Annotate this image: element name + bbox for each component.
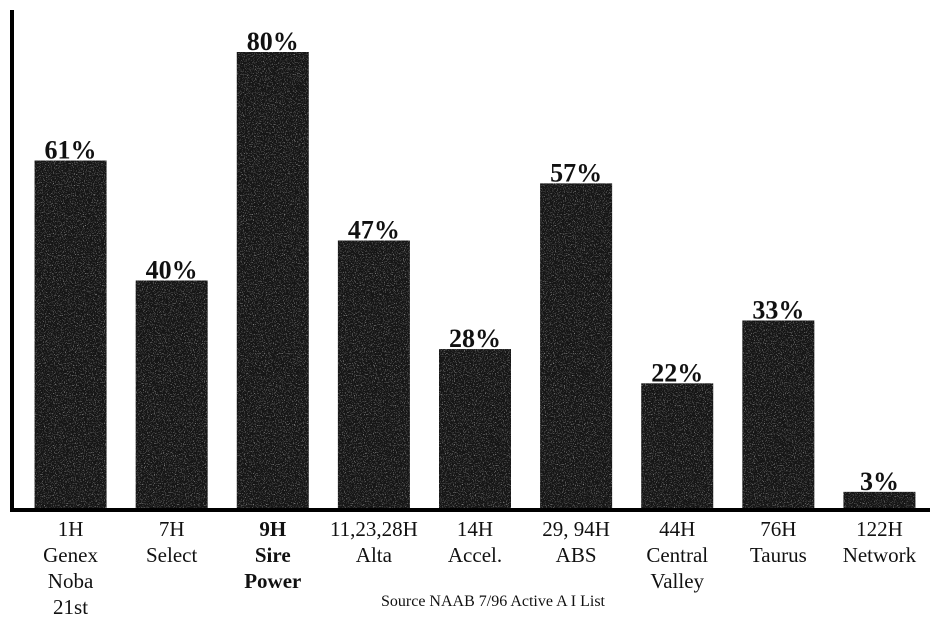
bar-8 <box>843 491 916 509</box>
category-label-1: 7H Select <box>146 517 197 567</box>
category-label-3: 11,23,28H Alta <box>330 517 418 567</box>
value-label-7: 33% <box>752 295 804 324</box>
bar-2 <box>236 52 309 509</box>
category-label-5: 29, 94H ABS <box>542 517 610 567</box>
category-label-6: 44H Central Valley <box>646 517 708 593</box>
value-label-1: 40% <box>146 256 198 285</box>
bar-4 <box>439 349 511 509</box>
value-label-4: 28% <box>449 324 501 353</box>
value-label-6: 22% <box>651 358 703 387</box>
bar-1 <box>135 280 208 509</box>
category-label-0: 1H Genex Noba 21st <box>43 517 98 619</box>
bar-3 <box>337 240 410 509</box>
value-label-2: 80% <box>247 27 299 56</box>
category-label-8: 122H Network <box>843 517 917 567</box>
bar-7 <box>742 320 815 509</box>
bar-6 <box>641 383 714 509</box>
source-note: Source NAAB 7/96 Active A I List <box>381 593 606 610</box>
labels-group: 61% 1H Genex Noba 21st 40% 7H Select 80% 9H Sire Po… <box>43 27 917 619</box>
axes-group <box>10 10 930 512</box>
bar-5 <box>540 183 613 509</box>
value-label-3: 47% <box>348 216 400 245</box>
category-label-4: 14H Accel. <box>448 517 502 567</box>
category-label-7: 76H Taurus <box>750 517 807 567</box>
category-label-2: 9H Sire Power <box>244 517 301 593</box>
value-label-5: 57% <box>550 158 602 187</box>
value-label-0: 61% <box>45 136 97 165</box>
bar-0 <box>34 160 107 509</box>
value-label-8: 3% <box>860 467 899 496</box>
bars-group <box>34 52 916 509</box>
